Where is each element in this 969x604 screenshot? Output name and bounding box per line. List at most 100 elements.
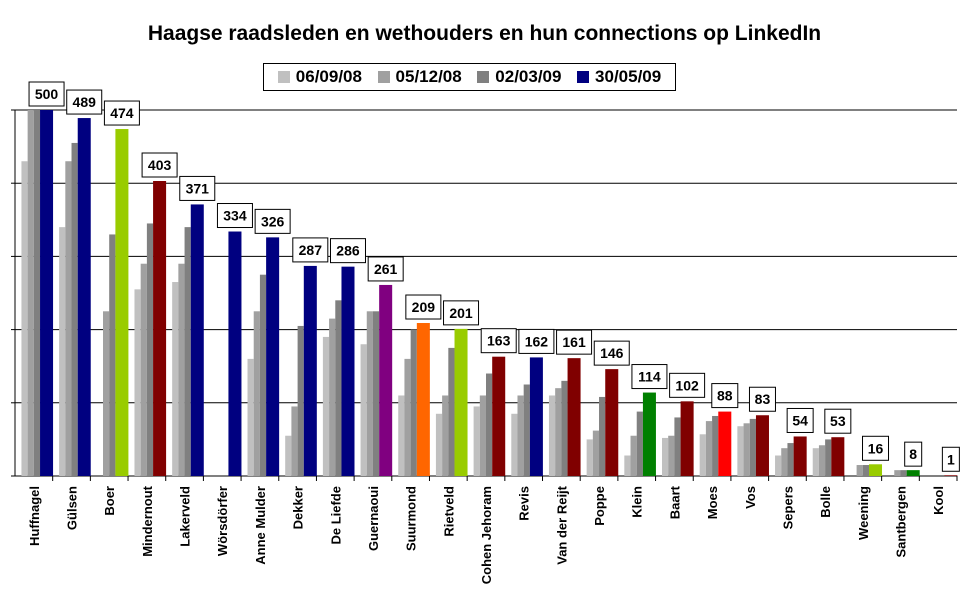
- legend-label-1: 06/09/08: [295, 67, 362, 86]
- bar-suurmond-4: [416, 323, 430, 476]
- data-label-box: [593, 340, 630, 366]
- bar-suurmond-1: [398, 395, 405, 476]
- data-label: 489: [73, 94, 97, 110]
- bar-revis-2: [517, 395, 524, 476]
- bar-revis-1: [511, 413, 518, 476]
- data-label: 201: [449, 305, 473, 321]
- data-label: 326: [261, 213, 285, 229]
- category-label: Lakerveld: [178, 486, 193, 547]
- category-label: Suurmond: [404, 486, 419, 551]
- data-label: 83: [755, 391, 771, 407]
- data-label-box: [824, 408, 852, 434]
- bar-g-lsen-3: [71, 142, 78, 476]
- data-label: 474: [110, 105, 134, 121]
- category-label: Moes: [705, 486, 720, 519]
- data-label-box: [748, 386, 776, 412]
- bar-cohen-jehoram-3: [486, 373, 493, 476]
- bar-guernaoui-3: [372, 311, 380, 476]
- bar-dekker-2: [291, 406, 298, 476]
- data-label: 162: [525, 333, 549, 349]
- data-label: 500: [35, 86, 59, 102]
- bar-kool-4: [944, 475, 958, 476]
- bar-rietveld-3: [448, 347, 455, 476]
- bar-sepers-4: [793, 436, 807, 476]
- bar-mindernout-1: [134, 289, 141, 476]
- legend-swatch-1: [277, 71, 290, 83]
- bar-rietveld-4: [454, 328, 468, 476]
- legend-swatch-4: [577, 71, 590, 83]
- bar-de-liefde-4: [341, 266, 355, 476]
- bar-poppe-1: [586, 439, 593, 476]
- category-label: Poppe: [592, 486, 607, 526]
- legend-label-3: 02/03/09: [495, 67, 562, 86]
- bar-boer-4: [115, 129, 129, 477]
- legend-item-4: 30/05/09: [577, 67, 661, 87]
- category-label: Sepers: [780, 486, 795, 529]
- data-label-box: [141, 152, 178, 178]
- bar-weening-3: [862, 465, 869, 476]
- bar-huffnagel-3: [33, 110, 41, 476]
- bar-klein-4: [642, 392, 656, 476]
- data-label-box: [669, 372, 706, 398]
- legend-swatch-3: [477, 71, 490, 83]
- data-label-box: [443, 300, 480, 326]
- data-label-box: [254, 208, 291, 234]
- data-label-box: [904, 441, 923, 467]
- bar-bolle-2: [818, 445, 826, 476]
- category-label: Baart: [667, 485, 682, 519]
- bar-rietveld-2: [442, 395, 449, 476]
- bar-cohen-jehoram-2: [479, 395, 486, 476]
- bar-sepers-1: [775, 455, 782, 476]
- data-label-box: [556, 329, 593, 355]
- bar-vos-1: [737, 426, 744, 476]
- bar-klein-3: [636, 411, 643, 476]
- legend-item-1: 06/09/08: [277, 67, 362, 87]
- bar-anne-mulder-1: [247, 358, 254, 476]
- bar-baart-2: [668, 435, 675, 476]
- bar-klein-1: [624, 455, 631, 476]
- bar-rietveld-1: [435, 413, 443, 476]
- data-label-box: [480, 328, 517, 354]
- bar-santbergen-2: [894, 470, 901, 476]
- bar-weening-4: [869, 464, 883, 476]
- bar-vos-4: [755, 415, 769, 476]
- data-label: 287: [299, 242, 323, 258]
- chart-title: Haagse raadsleden en wethouders en hun c…: [147, 22, 822, 45]
- data-label: 403: [148, 157, 172, 173]
- data-label: 53: [830, 413, 846, 429]
- data-label: 146: [600, 345, 624, 361]
- legend-item-3: 02/03/09: [477, 67, 561, 87]
- category-label: Van der Reijt: [554, 485, 569, 564]
- data-label: 1: [947, 451, 955, 467]
- bar-sepers-2: [781, 448, 788, 476]
- bar-baart-1: [662, 437, 669, 476]
- data-label: 334: [223, 208, 247, 224]
- legend-swatch-2: [377, 71, 390, 83]
- bar-poppe-4: [605, 369, 619, 476]
- category-label: Kool: [931, 486, 946, 515]
- data-label-box: [518, 328, 555, 354]
- category-label: Revis: [517, 486, 532, 521]
- data-label: 102: [675, 377, 699, 393]
- bar-lakerveld-1: [172, 282, 179, 476]
- bar-guernaoui-2: [366, 311, 373, 476]
- bar-sepers-3: [787, 443, 794, 476]
- data-label-box: [711, 383, 739, 409]
- bar-van-der-reijt-3: [561, 380, 568, 476]
- bar-suurmond-3: [410, 329, 417, 476]
- bar-lakerveld-4: [190, 204, 204, 477]
- data-label-box: [786, 407, 814, 433]
- legend-label-4: 30/05/09: [595, 67, 662, 86]
- bar-de-liefde-2: [329, 318, 336, 476]
- bar-suurmond-2: [404, 358, 411, 476]
- bar-mindernout-3: [146, 223, 154, 476]
- category-label: Mindernout: [140, 485, 155, 556]
- legend-item-2: 05/12/08: [377, 67, 462, 87]
- data-label-box: [862, 435, 890, 461]
- category-label: Wörsdörfer: [215, 486, 230, 556]
- category-label: Bolle: [818, 486, 833, 518]
- bar-santbergen-3: [900, 470, 907, 476]
- category-label: De Liefde: [328, 486, 343, 545]
- bar-baart-3: [674, 417, 681, 476]
- bar-dekker-4: [303, 265, 317, 476]
